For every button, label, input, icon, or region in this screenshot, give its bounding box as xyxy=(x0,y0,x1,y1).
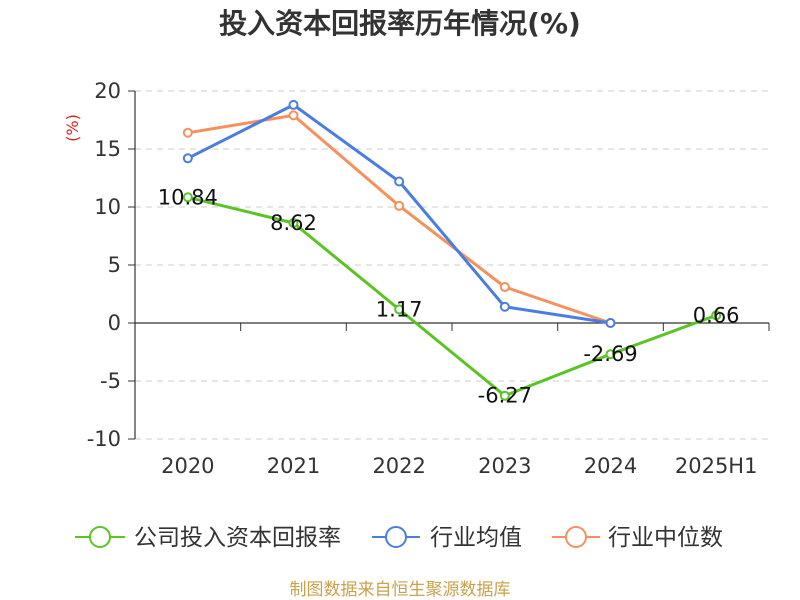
y-tick-label: 10 xyxy=(94,195,121,219)
legend-marker xyxy=(89,526,111,548)
chart-title: 投入资本回报率历年情况(%) xyxy=(219,7,581,40)
data-point xyxy=(499,282,510,293)
data-label: 0.66 xyxy=(693,303,740,327)
legend: 公司投入资本回报率 行业均值 行业中位数 xyxy=(75,525,723,551)
series-2 xyxy=(182,110,616,328)
series-1 xyxy=(182,99,616,328)
x-tick-label: 2021 xyxy=(267,454,320,478)
data-point xyxy=(711,310,722,321)
data-label: 8.62 xyxy=(270,211,317,235)
data-point xyxy=(394,176,405,187)
data-point xyxy=(605,318,616,328)
x-tick-label: 2020 xyxy=(161,454,214,478)
y-tick-labels: 20 15 10 5 0 -5 -10 xyxy=(87,79,121,451)
data-label: 10.84 xyxy=(158,185,218,209)
y-tick-label: 5 xyxy=(108,253,121,277)
series-0 xyxy=(182,192,722,401)
data-point xyxy=(394,200,405,211)
data-labels: 10.84 8.62 1.17 -6.27 -2.69 0.66 xyxy=(158,185,740,407)
data-point xyxy=(182,153,193,164)
y-tick-label: -10 xyxy=(87,427,121,451)
source-footer: 制图数据来自恒生聚源数据库 xyxy=(290,580,511,600)
x-tick-labels: 2020 2021 2022 2023 2024 2025H1 xyxy=(161,454,757,478)
data-point xyxy=(499,390,510,401)
data-point xyxy=(288,218,299,229)
legend-marker xyxy=(565,526,587,548)
series-line xyxy=(186,195,718,398)
data-point xyxy=(394,304,405,315)
series-line xyxy=(186,113,612,325)
data-point xyxy=(288,110,299,121)
legend-label: 行业中位数 xyxy=(608,525,723,551)
data-label: -6.27 xyxy=(478,384,532,408)
data-point xyxy=(605,349,616,360)
x-tick-label: 2024 xyxy=(584,454,637,478)
y-axis-label: (%) xyxy=(63,114,82,142)
data-label: 1.17 xyxy=(376,297,423,321)
y-tick-label: 20 xyxy=(94,79,121,103)
y-tick-label: -5 xyxy=(100,369,121,393)
legend-item-industry-median[interactable]: 行业中位数 xyxy=(552,525,723,551)
data-point xyxy=(182,192,193,203)
axes xyxy=(128,90,770,440)
legend-item-industry-mean[interactable]: 行业均值 xyxy=(372,525,522,551)
y-tick-label: 0 xyxy=(108,311,121,335)
legend-item-company-roic[interactable]: 公司投入资本回报率 xyxy=(75,525,341,551)
legend-label: 公司投入资本回报率 xyxy=(134,525,341,551)
x-tick-label: 2023 xyxy=(478,454,531,478)
gridlines xyxy=(135,90,769,440)
data-label: -2.69 xyxy=(583,342,637,366)
data-point xyxy=(288,99,299,110)
x-tick-label: 2022 xyxy=(372,454,425,478)
legend-marker xyxy=(385,526,407,548)
series-layer xyxy=(182,99,722,401)
x-tick-label: 2025H1 xyxy=(675,454,758,478)
data-point xyxy=(182,127,193,138)
legend-label: 行业均值 xyxy=(430,525,522,551)
y-tick-label: 15 xyxy=(94,137,121,161)
data-point xyxy=(499,301,510,312)
